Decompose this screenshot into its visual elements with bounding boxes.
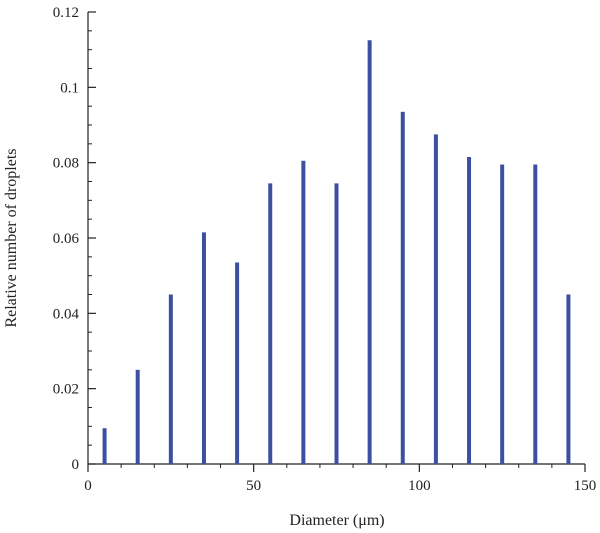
x-tick-label: 50 xyxy=(246,478,261,494)
x-axis-ticks: 0 50 100 150 xyxy=(84,464,596,494)
bar xyxy=(201,232,206,464)
bar xyxy=(500,164,505,465)
y-tick-label: 0.12 xyxy=(53,5,79,21)
x-tick-label: 100 xyxy=(408,478,431,494)
bar xyxy=(135,369,140,464)
y-tick-label: 0.02 xyxy=(53,382,79,398)
x-axis-title: Diameter (μm) xyxy=(289,512,384,529)
bar xyxy=(268,183,273,464)
y-tick-label: 0 xyxy=(72,457,80,473)
bar xyxy=(168,294,173,464)
x-tick-label: 0 xyxy=(84,478,92,494)
bar-series xyxy=(102,40,571,465)
bar xyxy=(334,183,339,464)
bar xyxy=(400,111,405,465)
bar xyxy=(235,262,240,464)
bar xyxy=(433,134,438,464)
y-tick-label: 0.08 xyxy=(53,156,79,172)
bar xyxy=(102,428,107,464)
x-tick-label: 150 xyxy=(574,478,597,494)
bar xyxy=(301,160,306,465)
y-tick-label: 0.04 xyxy=(53,306,80,322)
y-tick-label: 0.06 xyxy=(53,231,80,247)
bar xyxy=(467,157,472,464)
bar xyxy=(566,294,571,464)
bar xyxy=(533,164,538,465)
bar xyxy=(367,40,372,464)
y-tick-label: 0.1 xyxy=(60,80,79,96)
y-axis-ticks: 0 0.02 0.04 0.06 0.08 0.1 0.12 xyxy=(53,5,96,473)
y-axis-title: Relative number of droplets xyxy=(3,148,20,327)
